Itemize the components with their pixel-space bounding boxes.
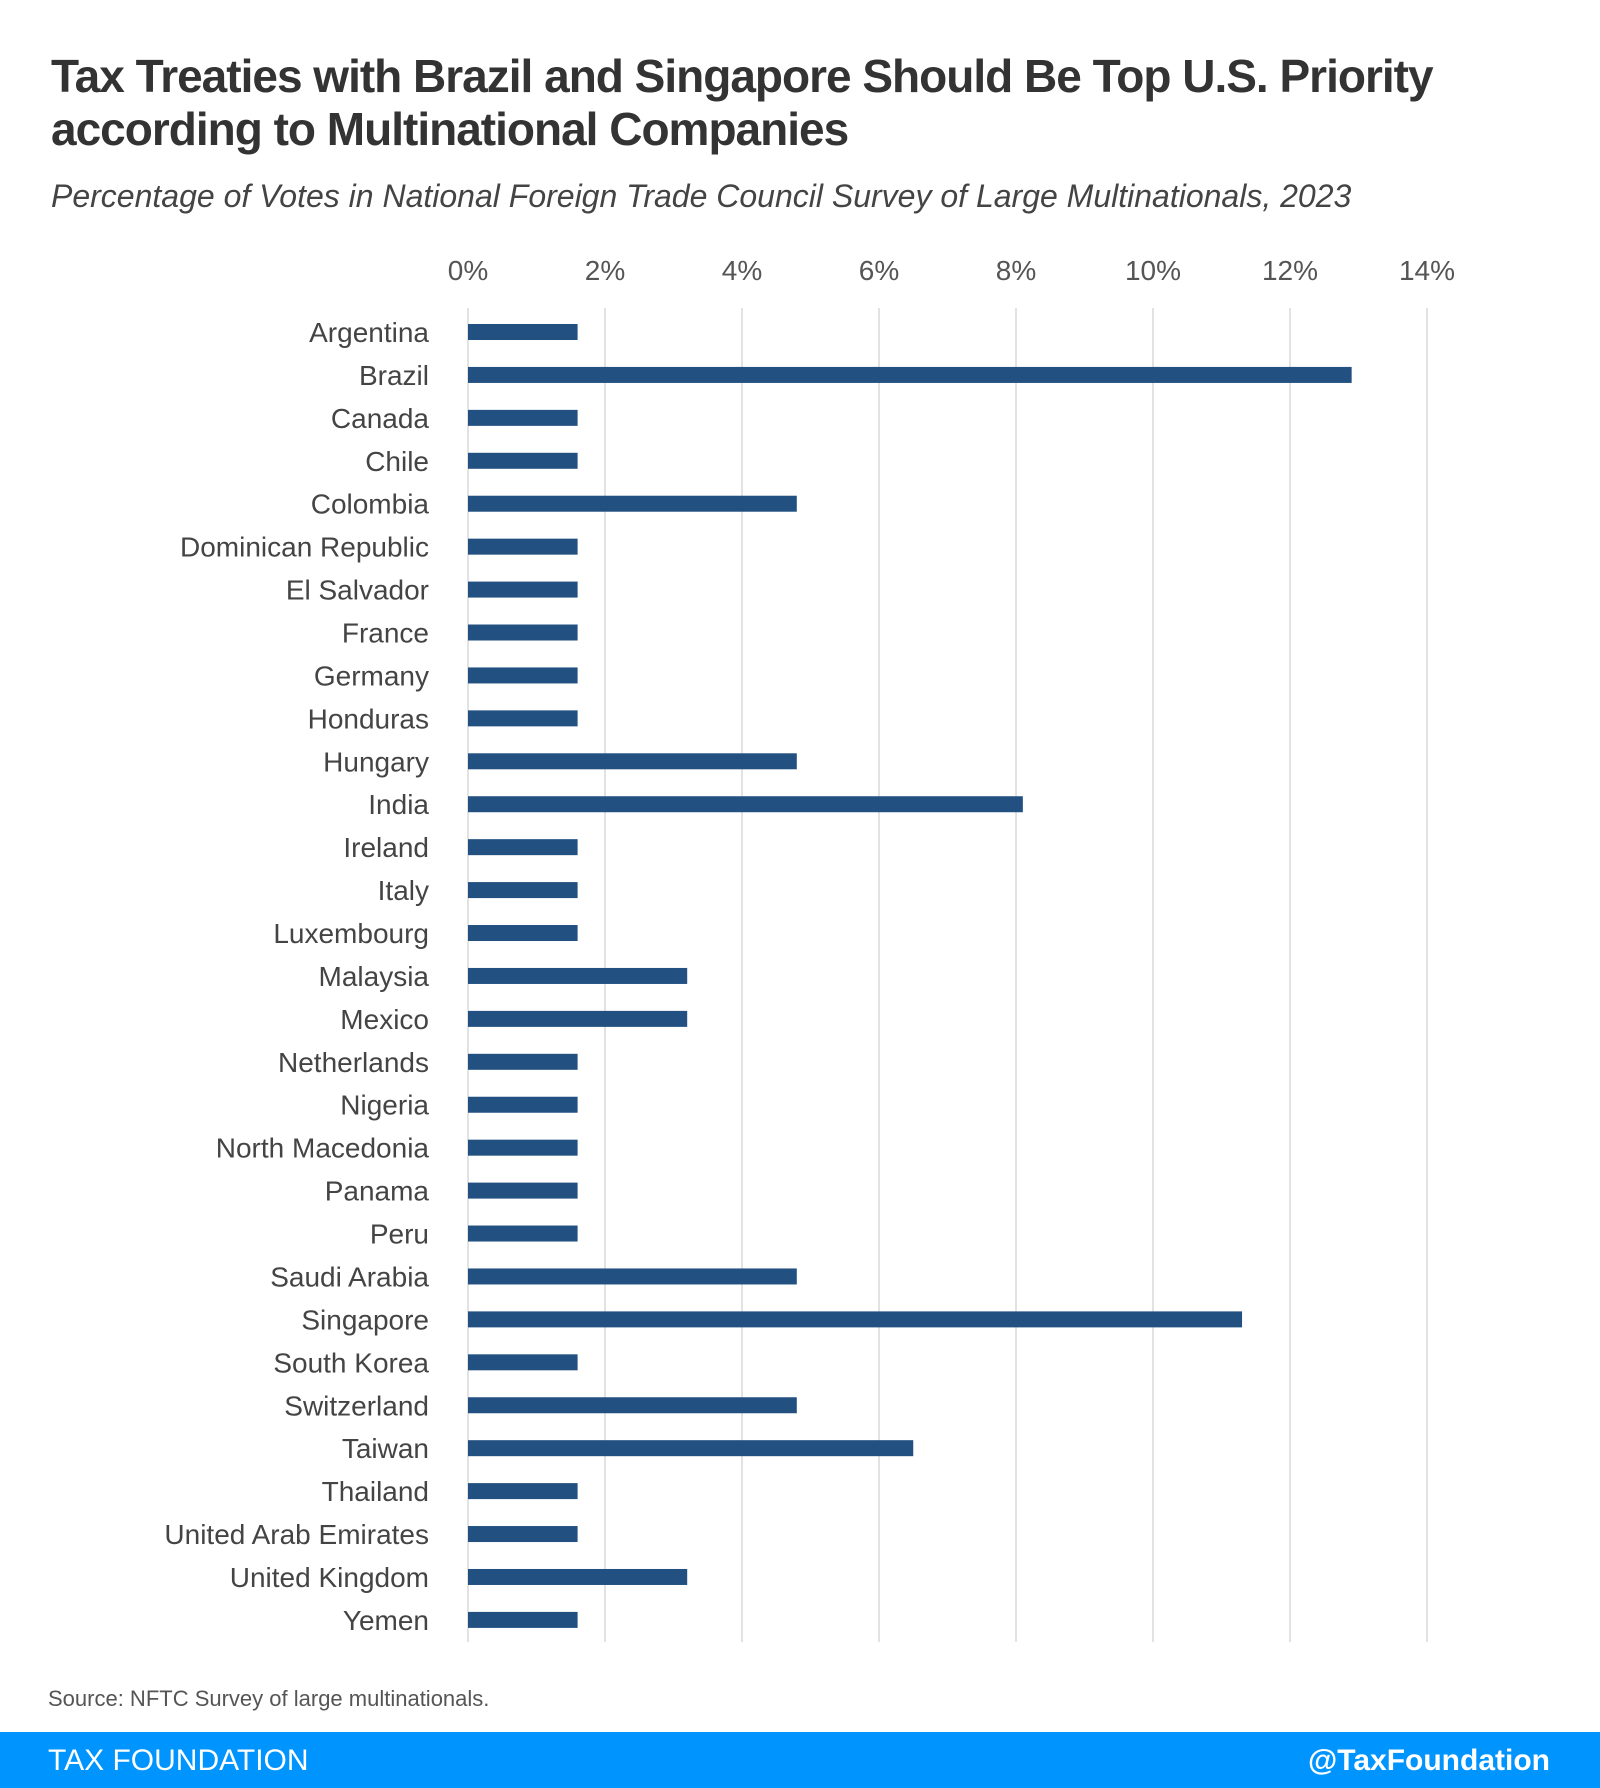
x-tick-label: 10% [1125,255,1181,286]
category-label: Chile [365,446,429,477]
category-label: Peru [370,1219,429,1250]
bar-chart: 0% 2% 4% 6% 8% 10% 12% 14% Argentina Brazil Canada… [164,255,1455,1642]
bar-hungary [468,753,797,770]
bar-singapore [468,1311,1243,1328]
x-tick-label: 12% [1262,255,1318,286]
bar-colombia [468,495,797,512]
category-label: El Salvador [286,575,429,606]
category-label: India [368,789,429,820]
bar-panama [468,1182,578,1199]
category-label: Netherlands [278,1047,429,1078]
bar-dominican-republic [468,538,578,555]
category-label: Saudi Arabia [270,1261,429,1292]
category-label: Luxembourg [273,918,429,949]
bar-italy [468,882,578,899]
category-label: Germany [314,660,429,691]
bar-saudi-arabia [468,1268,797,1285]
bar-thailand [468,1483,578,1500]
bar-germany [468,667,578,684]
brand-logo-text: TAX FOUNDATION [48,1744,309,1777]
category-label: Mexico [340,1004,429,1035]
bar-mexico [468,1010,688,1027]
bar-north-macedonia [468,1139,578,1156]
bar-peru [468,1225,578,1242]
category-label: Honduras [308,703,429,734]
category-label: Singapore [301,1304,429,1335]
bar-el-salvador [468,581,578,598]
bar-ireland [468,839,578,856]
footer-bar: TAX FOUNDATION @TaxFoundation [0,1732,1600,1788]
bar-brazil [468,366,1352,383]
bar-nigeria [468,1096,578,1113]
category-label: Yemen [343,1605,429,1636]
category-label: Canada [331,403,430,434]
category-label: Brazil [359,360,429,391]
chart-subtitle: Percentage of Votes in National Foreign … [51,178,1352,214]
category-label: Nigeria [340,1090,429,1121]
bar-chile [468,452,578,469]
x-tick-label: 14% [1399,255,1455,286]
twitter-handle: @TaxFoundation [1307,1744,1550,1777]
category-label: Hungary [323,746,429,777]
category-label: Switzerland [284,1390,429,1421]
chart-title: Tax Treaties with Brazil and Singapore S… [51,50,1434,155]
source-note: Source: NFTC Survey of large multination… [48,1686,490,1711]
category-label: Argentina [309,317,429,348]
bar-malaysia [468,967,688,984]
category-label: United Kingdom [230,1562,429,1593]
bar-south-korea [468,1354,578,1371]
category-label: Taiwan [342,1433,429,1464]
bar-united-arab-emirates [468,1526,578,1543]
bar-united-kingdom [468,1568,688,1585]
bar-france [468,624,578,641]
bar-india [468,796,1023,813]
bar-argentina [468,324,578,340]
x-tick-label: 4% [722,255,762,286]
category-label: United Arab Emirates [164,1519,429,1550]
bar-switzerland [468,1397,797,1414]
x-tick-label: 8% [996,255,1036,286]
bar-honduras [468,710,578,727]
bar-canada [468,409,578,426]
category-label: Ireland [343,832,429,863]
category-label: South Korea [273,1347,429,1378]
x-tick-label: 0% [448,255,488,286]
category-label: France [342,618,429,649]
category-label: Thailand [322,1476,429,1507]
category-label: Malaysia [319,961,430,992]
bar-taiwan [468,1440,914,1457]
bar-luxembourg [468,925,578,942]
x-tick-label: 6% [859,255,899,286]
category-label: North Macedonia [216,1133,430,1164]
x-tick-label: 2% [585,255,625,286]
category-label: Dominican Republic [180,532,429,563]
bar-yemen [468,1611,578,1628]
category-label: Panama [325,1176,430,1207]
category-label: Colombia [311,489,430,520]
category-label: Italy [378,875,429,906]
bar-netherlands [468,1053,578,1070]
